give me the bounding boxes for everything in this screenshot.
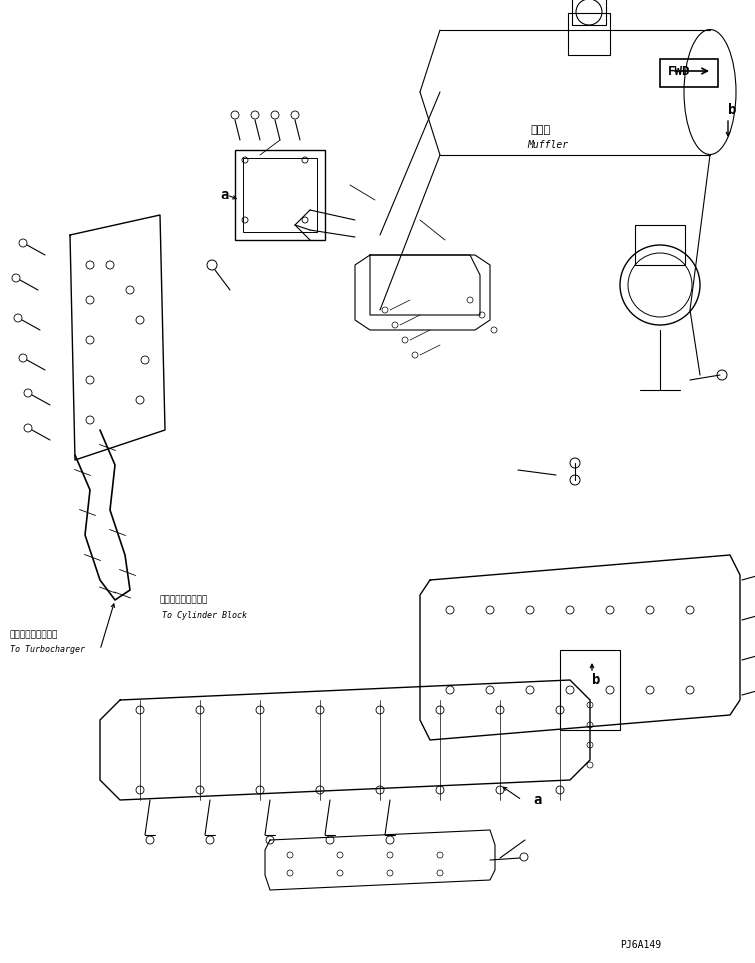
Text: マフラ: マフラ bbox=[530, 125, 550, 135]
Bar bbox=[572, 0, 606, 25]
Bar bbox=[568, 13, 610, 55]
Bar bbox=[660, 59, 718, 87]
Text: b: b bbox=[592, 673, 600, 687]
Text: ターボチャージャへ: ターボチャージャへ bbox=[10, 631, 58, 639]
Text: To Turbocharger: To Turbocharger bbox=[10, 645, 85, 655]
Bar bbox=[235, 150, 325, 240]
Bar bbox=[243, 158, 317, 232]
Bar bbox=[560, 650, 620, 730]
Text: b: b bbox=[728, 103, 736, 117]
Text: To Cylinder Block: To Cylinder Block bbox=[162, 611, 247, 619]
Text: a: a bbox=[220, 188, 228, 202]
Text: PJ6A149: PJ6A149 bbox=[620, 940, 661, 950]
Text: a: a bbox=[533, 793, 541, 807]
Text: FWD: FWD bbox=[668, 65, 691, 77]
Bar bbox=[635, 225, 685, 265]
Text: Muffler: Muffler bbox=[527, 140, 568, 150]
Text: シリンダブロックへ: シリンダブロックへ bbox=[160, 595, 208, 605]
